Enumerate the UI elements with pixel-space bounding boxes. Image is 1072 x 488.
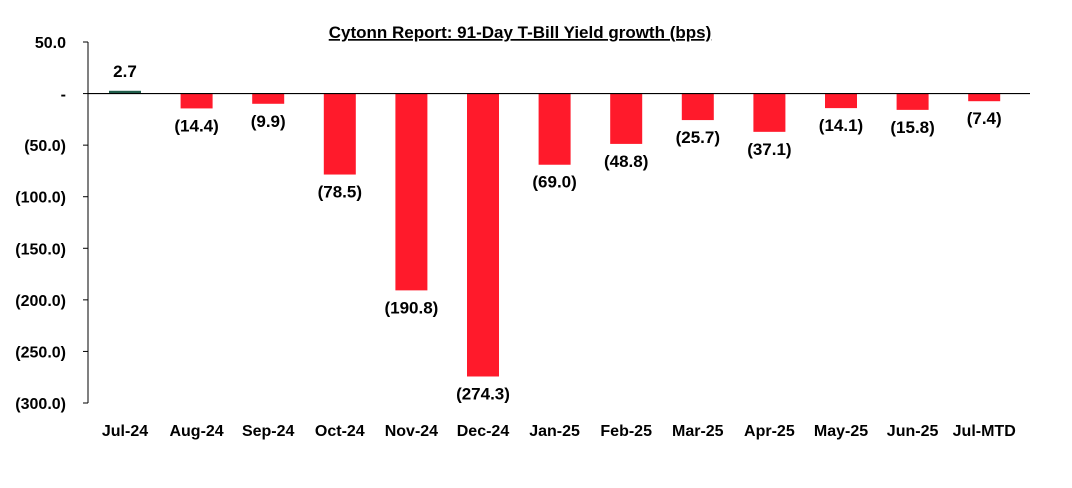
x-axis-labels: Jul-24 Aug-24 Sep-24 Oct-24 Nov-24 Dec-24 Jan-…	[102, 423, 1016, 440]
x-tick-label: May-25	[814, 423, 868, 440]
bar-oct-24	[323, 93, 356, 175]
x-tick-label: Sep-24	[242, 423, 295, 440]
x-tick-label: Jan-25	[529, 423, 580, 440]
bars-group	[109, 90, 1001, 377]
data-label: (37.1)	[747, 140, 791, 159]
bar-sep-24	[252, 93, 285, 104]
x-tick-label: Feb-25	[600, 423, 652, 440]
y-tick-label: (200.0)	[15, 293, 66, 310]
bar-mar-25	[681, 93, 714, 121]
data-label: (7.4)	[967, 109, 1002, 128]
data-label: (274.3)	[456, 384, 510, 403]
y-tick-label: (50.0)	[24, 138, 66, 155]
bar-apr-25	[753, 93, 786, 132]
data-label: (25.7)	[676, 128, 720, 147]
x-tick-label: Mar-25	[672, 423, 724, 440]
x-tick-label: Nov-24	[385, 423, 438, 440]
x-tick-label: Jul-24	[102, 423, 148, 440]
data-label: (15.8)	[890, 118, 934, 137]
y-axis: 50.0 - (50.0) (100.0) (150.0) (200.0) (250.0) (…	[15, 35, 89, 413]
x-tick-label: Jul-MTD	[953, 423, 1016, 440]
bar-aug-24	[180, 93, 213, 109]
x-tick-label: Jun-25	[887, 423, 939, 440]
data-labels-group: 2.7 (14.4) (9.9) (78.5) (190.8) (274.3) (69.0)…	[113, 62, 1002, 404]
data-label: 2.7	[113, 62, 137, 81]
x-tick-label: Apr-25	[744, 423, 795, 440]
y-tick-label: (150.0)	[15, 241, 66, 258]
bar-jan-25	[538, 93, 571, 165]
x-tick-label: Oct-24	[315, 423, 365, 440]
bar-jul-24	[109, 90, 141, 94]
chart-title: Cytonn Report: 91-Day T-Bill Yield growt…	[329, 23, 712, 42]
data-label: (9.9)	[251, 112, 286, 131]
y-tick-label: -	[61, 87, 66, 104]
data-label: (69.0)	[532, 173, 576, 192]
x-tick-label: Dec-24	[457, 423, 510, 440]
y-tick-label: (100.0)	[15, 190, 66, 207]
data-label: (14.4)	[174, 116, 218, 135]
bar-nov-24	[395, 93, 428, 291]
bar-dec-24	[467, 93, 499, 377]
data-label: (14.1)	[819, 116, 863, 135]
data-label: (48.8)	[604, 152, 648, 171]
bar-jul-mtd	[968, 93, 1001, 102]
x-tick-label: Aug-24	[169, 423, 223, 440]
bar-feb-25	[610, 93, 643, 144]
y-tick-label: (300.0)	[15, 396, 66, 413]
bar-jun-25	[896, 93, 929, 110]
data-label: (78.5)	[318, 183, 362, 202]
y-tick-label: 50.0	[35, 35, 66, 52]
y-tick-label: (250.0)	[15, 344, 66, 361]
bar-may-25	[825, 93, 857, 109]
data-label: (190.8)	[384, 298, 438, 317]
